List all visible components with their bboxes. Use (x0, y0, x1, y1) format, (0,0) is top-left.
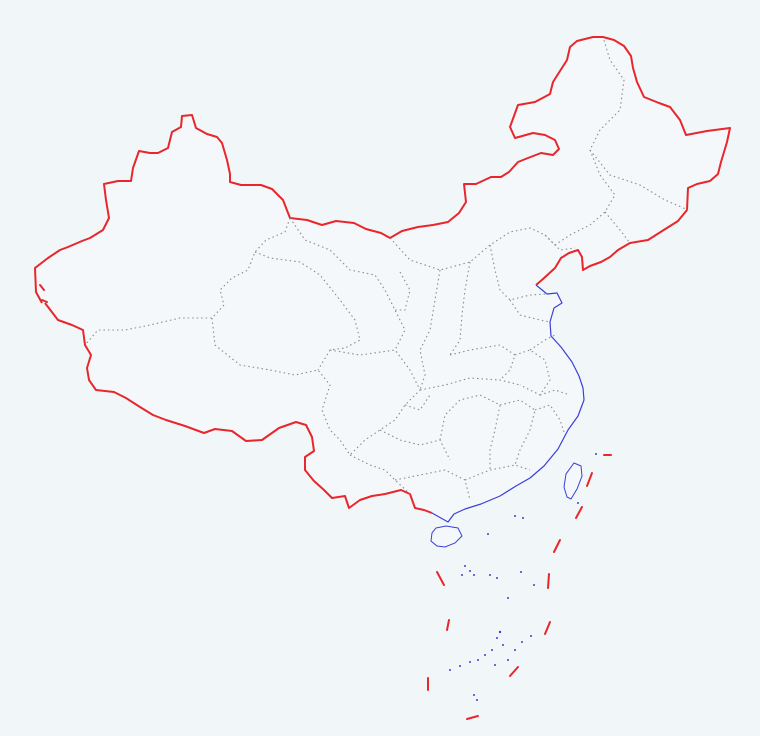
maritime-dash-3 (553, 539, 561, 553)
taiwan-island (563, 462, 583, 500)
island-dot (502, 644, 504, 646)
island-dot (521, 641, 523, 643)
coastline (431, 284, 585, 523)
province-border-ningxia (395, 271, 411, 311)
island-dot (514, 649, 516, 651)
mainland-land (35, 37, 730, 522)
maritime-dash-9 (446, 619, 450, 631)
maritime-dash-2 (575, 506, 583, 519)
island-dot (530, 635, 532, 637)
province-border-shanxi (449, 261, 471, 356)
island-dot (487, 533, 489, 535)
island-dot (507, 597, 509, 599)
island-dot (496, 577, 498, 579)
island-dot (477, 659, 479, 661)
maritime-dash-5 (544, 621, 551, 635)
island-dot (473, 694, 475, 696)
island-dot (449, 669, 451, 671)
province-border-yunnan (349, 454, 411, 495)
island-dot (469, 570, 471, 572)
west-border-gap-dash-2 (41, 299, 48, 303)
maritime-boundary-dashes (39, 284, 612, 720)
island-dot (514, 515, 516, 517)
province-border-guangxi (394, 469, 471, 501)
province-border-guizhou (379, 429, 451, 461)
west-border-gap-dash-1 (39, 284, 45, 291)
province-border-xinjiang (84, 217, 291, 346)
island-dot (473, 574, 475, 576)
province-border-gansu (289, 217, 406, 351)
island-dot (498, 630, 502, 634)
island-dot (484, 654, 486, 656)
maritime-dash-4 (547, 573, 550, 589)
province-border-heilongjiang (589, 149, 689, 211)
island-dot (469, 661, 471, 663)
hainan-island (430, 525, 463, 548)
province-border-jiangsu (529, 334, 556, 351)
island-dot (491, 649, 493, 651)
province-border-shandong (509, 299, 551, 323)
province-border-jilin (604, 211, 631, 244)
island-dot (533, 584, 535, 586)
island-dot (522, 517, 524, 519)
province-border-zhejiang (539, 389, 571, 396)
island-dot (494, 664, 496, 666)
national-border (34, 36, 731, 514)
island-dot (489, 574, 491, 576)
island-dot (459, 665, 461, 667)
island-dots (449, 453, 597, 701)
island-dot (476, 699, 478, 701)
province-border-chongqing (404, 394, 431, 411)
island-dot (464, 565, 466, 567)
maritime-dash-1 (586, 472, 593, 487)
island-dot (595, 453, 597, 455)
island-dot (507, 659, 509, 661)
maritime-dash-6 (509, 666, 519, 677)
province-border-shaanxi (419, 269, 441, 391)
province-border-fujian (534, 404, 566, 436)
maritime-dash-10 (436, 571, 445, 586)
island-dot (577, 502, 579, 504)
maritime-dash-7 (466, 715, 479, 720)
island-dot (496, 637, 498, 639)
province-border-qinghai (254, 251, 361, 371)
island-dot (520, 571, 522, 573)
provincial-borders (84, 36, 689, 501)
island-dot (461, 574, 463, 576)
